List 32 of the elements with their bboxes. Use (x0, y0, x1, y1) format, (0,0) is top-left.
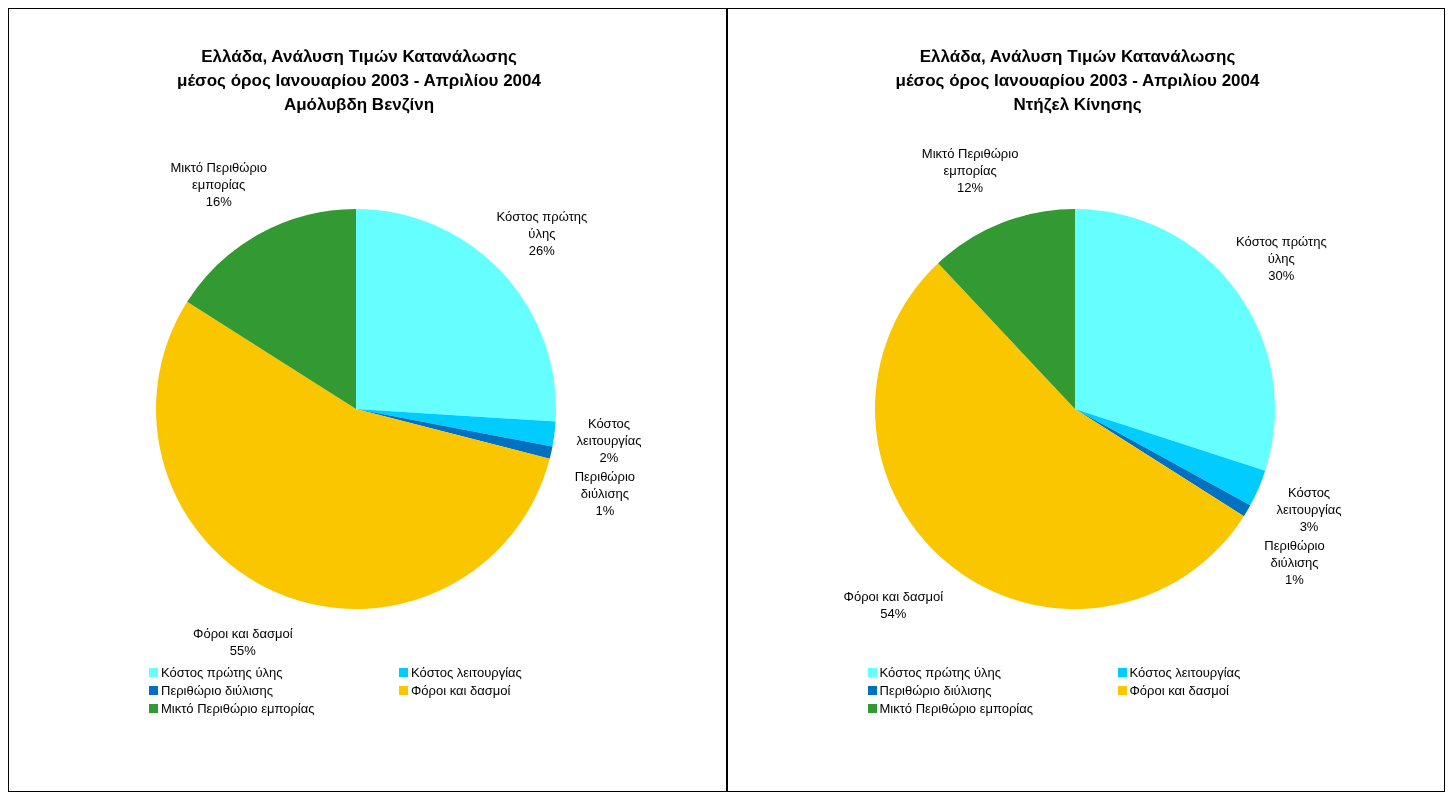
data-label: 3% (1299, 518, 1319, 534)
slice-label: Κόστος λειτουργίας (576, 415, 642, 448)
data-label: 1% (1284, 571, 1304, 587)
slice-label: Φόροι και δασμοί (193, 626, 293, 642)
legend-label: Φόροι και δασμοί (1129, 683, 1229, 698)
legend-label: Περιθώριο διύλισης (161, 683, 274, 698)
slice-label: Κόστος πρώτης ύλης (1235, 233, 1327, 266)
data-label: 30% (1267, 267, 1295, 283)
slice-label: Φόροι και δασμοί (843, 588, 943, 604)
data-label: 26% (528, 243, 556, 259)
legend-label: Φόροι και δασμοί (411, 683, 511, 698)
legend-label: Μικτό Περιθώριο εμπορίας (161, 701, 315, 716)
legend-label: Κόστος πρώτης ύλης (879, 665, 1002, 680)
slice-label: Μικτό Περιθώριο εμπορίας (170, 160, 267, 193)
legend-label: Μικτό Περιθώριο εμπορίας (879, 701, 1034, 716)
legend-label: Κόστος λειτουργίας (411, 665, 522, 680)
slice-label: Κόστος πρώτης ύλης (496, 209, 588, 242)
data-label: 1% (595, 502, 615, 518)
data-label: 16% (205, 194, 233, 210)
slice-label: Περιθώριο διύλισης (1263, 537, 1325, 570)
slice-label: Περιθώριο διύλισης (574, 468, 636, 501)
data-label: 54% (879, 605, 907, 621)
data-label: 12% (956, 180, 984, 196)
data-label: 55% (229, 643, 257, 659)
legend-label: Κόστος πρώτης ύλης (161, 665, 283, 680)
data-label: 2% (599, 449, 619, 465)
legend-label: Περιθώριο διύλισης (879, 683, 992, 698)
chart-title: Ελλάδα, Ανάλυση Τιμών Κατανάλωσης μέσος όρος Ιανουαρίου 2003 - Απριλίου 2004 Ντήζελ Κίνησης (894, 46, 1261, 116)
chart-title: Ελλάδα, Ανάλυση Τιμών Κατανάλωσης μέσος όρος Ιανουαρίου 2003 - Απριλίου 2004 Αμόλυβδη Βενζίνη (176, 46, 542, 116)
slice-label: Κόστος λειτουργίας (1276, 484, 1342, 517)
slice-label: Μικτό Περιθώριο εμπορίας (921, 146, 1018, 179)
legend-label: Κόστος λειτουργίας (1129, 665, 1241, 680)
